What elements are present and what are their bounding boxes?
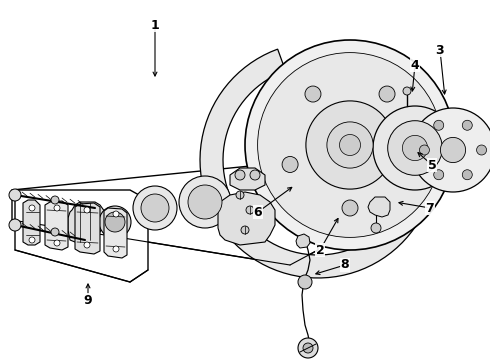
Circle shape bbox=[402, 157, 418, 172]
Circle shape bbox=[282, 157, 298, 172]
Circle shape bbox=[250, 170, 260, 180]
Circle shape bbox=[327, 122, 373, 168]
Circle shape bbox=[133, 186, 177, 230]
Text: 9: 9 bbox=[84, 293, 92, 306]
Text: 4: 4 bbox=[411, 59, 419, 72]
Circle shape bbox=[84, 242, 90, 248]
Polygon shape bbox=[200, 49, 436, 278]
Circle shape bbox=[113, 246, 119, 252]
Circle shape bbox=[245, 40, 455, 250]
Polygon shape bbox=[104, 208, 127, 258]
Circle shape bbox=[298, 338, 318, 358]
Circle shape bbox=[477, 145, 487, 155]
Polygon shape bbox=[23, 200, 40, 245]
Circle shape bbox=[105, 212, 125, 232]
Circle shape bbox=[403, 87, 411, 95]
Circle shape bbox=[379, 86, 395, 102]
Circle shape bbox=[9, 189, 21, 201]
Circle shape bbox=[113, 211, 119, 217]
Circle shape bbox=[84, 207, 90, 213]
Circle shape bbox=[441, 138, 465, 163]
Circle shape bbox=[371, 223, 381, 233]
Polygon shape bbox=[296, 234, 310, 248]
Polygon shape bbox=[15, 190, 148, 282]
Circle shape bbox=[54, 240, 60, 246]
Circle shape bbox=[411, 108, 490, 192]
Circle shape bbox=[340, 135, 361, 156]
Circle shape bbox=[236, 191, 244, 199]
Circle shape bbox=[303, 343, 313, 353]
Circle shape bbox=[99, 206, 131, 238]
Text: 1: 1 bbox=[150, 18, 159, 32]
Circle shape bbox=[462, 170, 472, 180]
Circle shape bbox=[54, 205, 60, 211]
Circle shape bbox=[141, 194, 169, 222]
Polygon shape bbox=[368, 197, 390, 217]
Circle shape bbox=[462, 120, 472, 130]
Circle shape bbox=[246, 206, 254, 214]
Circle shape bbox=[419, 145, 429, 155]
Circle shape bbox=[258, 53, 442, 237]
Polygon shape bbox=[12, 162, 318, 265]
Circle shape bbox=[306, 101, 394, 189]
Circle shape bbox=[179, 176, 231, 228]
Circle shape bbox=[9, 219, 21, 231]
Polygon shape bbox=[423, 140, 444, 158]
Text: 3: 3 bbox=[436, 44, 444, 57]
Circle shape bbox=[402, 135, 428, 161]
Circle shape bbox=[342, 200, 358, 216]
Circle shape bbox=[29, 237, 35, 243]
Text: 7: 7 bbox=[426, 202, 434, 215]
Circle shape bbox=[51, 228, 59, 236]
Circle shape bbox=[235, 170, 245, 180]
Circle shape bbox=[305, 86, 321, 102]
Circle shape bbox=[51, 196, 59, 204]
Polygon shape bbox=[218, 192, 275, 245]
Polygon shape bbox=[68, 202, 105, 242]
Circle shape bbox=[241, 226, 249, 234]
Circle shape bbox=[29, 205, 35, 211]
Polygon shape bbox=[230, 168, 265, 190]
Circle shape bbox=[434, 170, 444, 180]
Text: 6: 6 bbox=[254, 206, 262, 219]
Text: 2: 2 bbox=[316, 243, 324, 256]
Circle shape bbox=[373, 106, 457, 190]
Polygon shape bbox=[45, 201, 68, 250]
Text: 5: 5 bbox=[428, 158, 437, 171]
Text: 8: 8 bbox=[341, 258, 349, 271]
Circle shape bbox=[434, 120, 444, 130]
Circle shape bbox=[388, 121, 442, 175]
Circle shape bbox=[188, 185, 222, 219]
Circle shape bbox=[298, 275, 312, 289]
Polygon shape bbox=[75, 203, 100, 254]
